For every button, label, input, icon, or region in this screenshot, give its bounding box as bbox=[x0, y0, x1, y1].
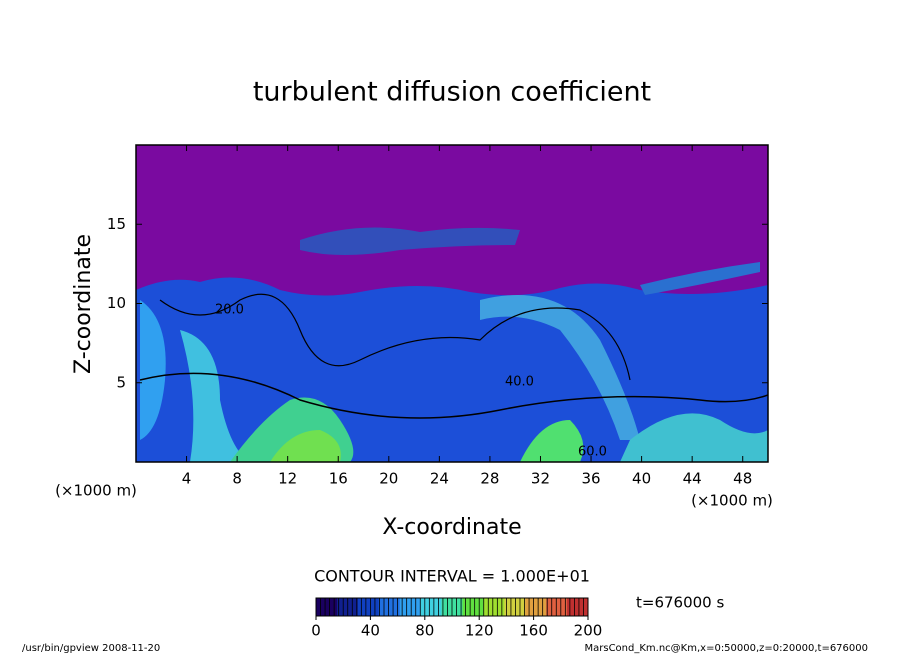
time-label: t=676000 s bbox=[636, 594, 724, 612]
x-tick-label: 44 bbox=[683, 470, 702, 488]
colorbar-segment bbox=[504, 598, 526, 616]
x-unit: (×1000 m) bbox=[691, 492, 773, 510]
y-tick-label: 10 bbox=[107, 294, 126, 312]
x-tick-label: 36 bbox=[581, 470, 600, 488]
colorbar-tick-label: 0 bbox=[311, 622, 321, 640]
colorbar-segment bbox=[399, 598, 422, 616]
x-tick-label: 28 bbox=[480, 470, 499, 488]
colorbar-tick-label: 80 bbox=[415, 622, 434, 640]
colorbar-segment bbox=[483, 598, 505, 616]
contour-label: 40.0 bbox=[505, 375, 534, 390]
x-tick-label: 20 bbox=[379, 470, 398, 488]
colorbar-segment bbox=[378, 598, 401, 616]
colorbar-segment bbox=[462, 598, 484, 616]
x-tick-label: 40 bbox=[632, 470, 651, 488]
x-tick-label: 4 bbox=[182, 470, 192, 488]
colorbar-segment bbox=[357, 598, 380, 616]
contour-interval: CONTOUR INTERVAL = 1.000E+01 bbox=[314, 567, 590, 586]
y-axis-label: Z-coordinate bbox=[71, 234, 96, 374]
colorbar-segment bbox=[525, 598, 547, 616]
contour-label: 20.0 bbox=[215, 303, 244, 318]
colorbar-segment bbox=[420, 598, 443, 616]
contour-field bbox=[136, 145, 768, 462]
colorbar-segment bbox=[567, 598, 589, 616]
colorbar-segment bbox=[316, 598, 338, 616]
x-tick-label: 48 bbox=[733, 470, 752, 488]
x-tick-label: 24 bbox=[430, 470, 449, 488]
x-tick-label: 12 bbox=[278, 470, 297, 488]
x-tick-label: 32 bbox=[531, 470, 550, 488]
footer-left: /usr/bin/gpview 2008-11-20 bbox=[22, 643, 160, 654]
chart-title: turbulent diffusion coefficient bbox=[253, 77, 651, 108]
colorbar-tick-label: 160 bbox=[519, 622, 548, 640]
y-unit: (×1000 m) bbox=[55, 482, 137, 500]
contour-label: 60.0 bbox=[578, 445, 607, 460]
colorbar-frame bbox=[315, 597, 589, 617]
x-axis-label: X-coordinate bbox=[382, 515, 521, 540]
x-tick-label: 16 bbox=[329, 470, 348, 488]
x-tick-label: 8 bbox=[232, 470, 242, 488]
colorbar-segment bbox=[546, 598, 568, 616]
y-tick-label: 5 bbox=[116, 373, 126, 391]
colorbar-tick-label: 200 bbox=[574, 622, 603, 640]
y-tick-label: 15 bbox=[107, 215, 126, 233]
colorbar-tick-label: 40 bbox=[361, 622, 380, 640]
colorbar-tick-label: 120 bbox=[465, 622, 494, 640]
footer-right: MarsCond_Km.nc@Km,x=0:50000,z=0:20000,t=… bbox=[585, 643, 869, 654]
